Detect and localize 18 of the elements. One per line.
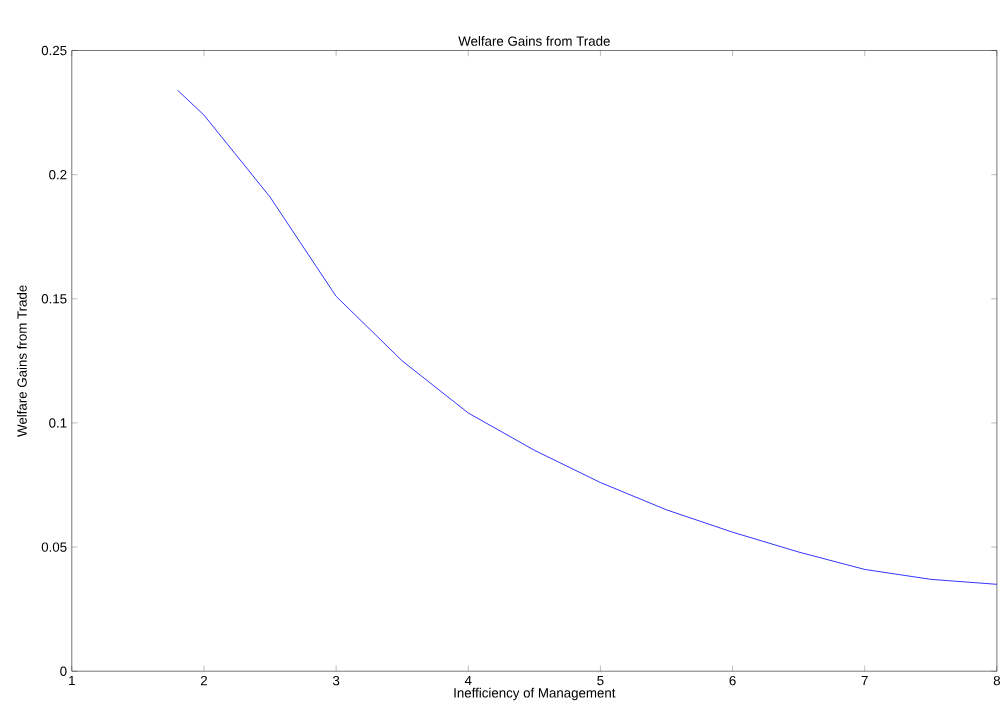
x-tick-label: 6 xyxy=(729,675,736,686)
y-axis-title: Welfare Gains from Trade xyxy=(17,285,27,437)
y-tick-label: 0.1 xyxy=(49,418,67,428)
y-tick-label: 0 xyxy=(60,666,67,676)
x-tick-label: 2 xyxy=(200,675,207,686)
y-tick-label: 0.15 xyxy=(41,294,67,304)
x-tick-label: 1 xyxy=(69,675,75,686)
x-tick-label: 7 xyxy=(861,675,868,686)
x-tick-label: 4 xyxy=(464,675,472,686)
y-tick-label: 0.25 xyxy=(41,45,67,56)
line-series xyxy=(177,89,997,585)
x-tick-label: 3 xyxy=(332,675,340,686)
x-axis-title: Inefficiency of Management xyxy=(454,687,616,701)
x-tick-label: 8 xyxy=(993,675,1000,686)
x-tick-label: 5 xyxy=(597,675,604,686)
chart-title: Welfare Gains from Trade xyxy=(458,36,610,46)
y-tick-label: 0.2 xyxy=(49,169,67,180)
y-tick-label: 0.05 xyxy=(41,542,67,552)
